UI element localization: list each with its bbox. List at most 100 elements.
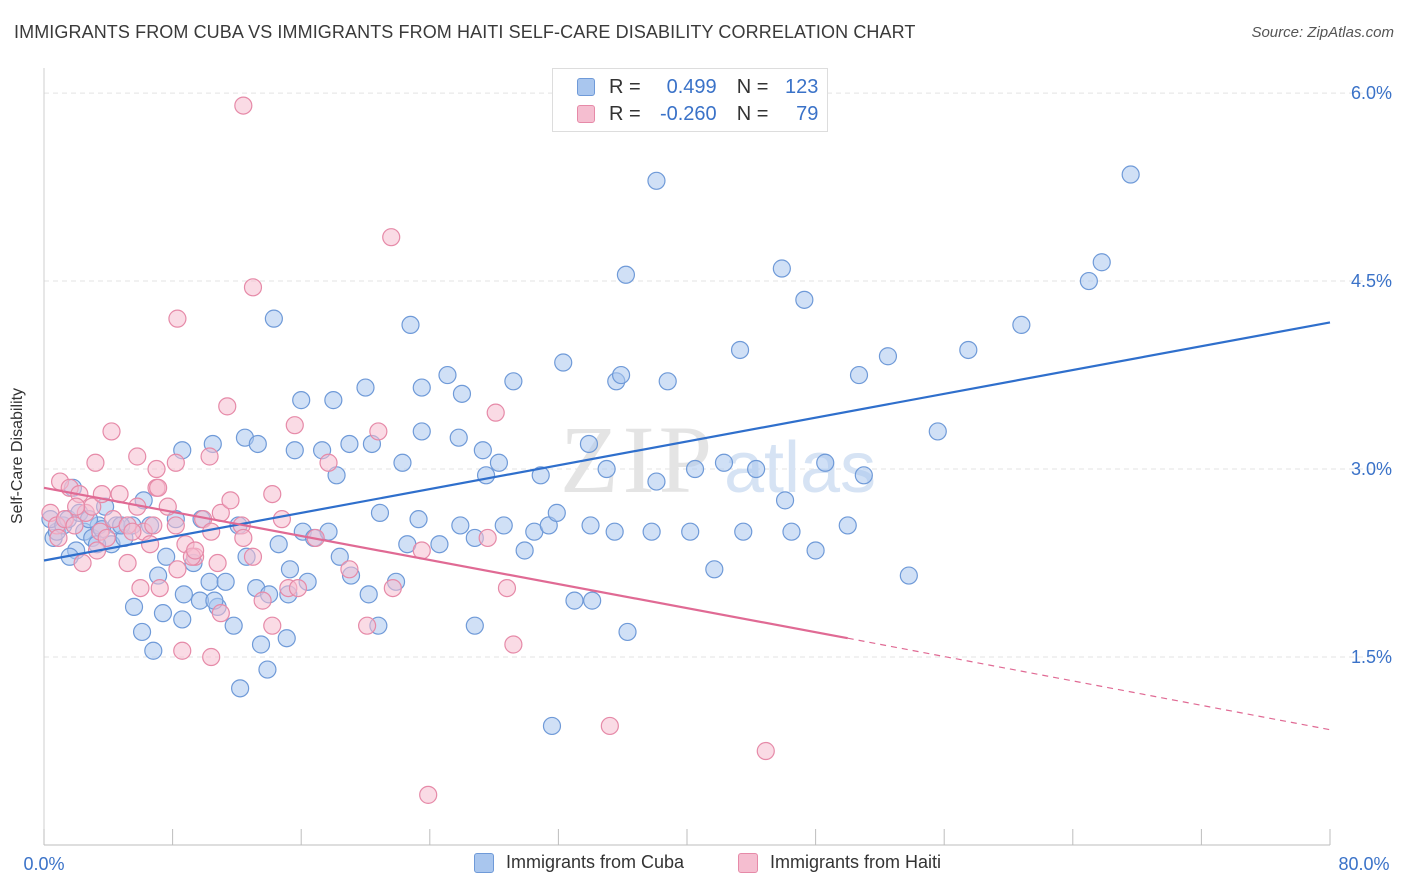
haiti-point: [144, 516, 163, 535]
cuba-point: [409, 510, 428, 529]
cuba-point: [173, 610, 192, 629]
haiti-point: [166, 516, 185, 535]
haiti-point: [147, 459, 166, 479]
haiti-point: [218, 397, 237, 416]
haiti-point: [202, 647, 221, 667]
bottom-legend-swatch-haiti: [738, 852, 758, 873]
cuba-point: [473, 441, 492, 460]
legend-swatch-cuba: [577, 78, 595, 96]
chart-title: IMMIGRANTS FROM CUBA VS IMMIGRANTS FROM …: [14, 22, 916, 42]
cuba-point: [705, 560, 724, 579]
cuba-point: [476, 466, 496, 485]
haiti-point: [340, 560, 359, 579]
haiti-point: [73, 553, 92, 573]
cuba-point: [251, 635, 271, 654]
y-tick-label: 4.5%: [1351, 271, 1392, 291]
cuba-point: [583, 591, 602, 610]
haiti-point: [150, 578, 169, 598]
cuba-point: [775, 491, 795, 510]
cuba-point: [438, 365, 457, 385]
cuba-point: [565, 591, 584, 610]
cuba-point: [144, 641, 163, 660]
cuba-point: [330, 547, 349, 566]
legend-row-haiti: R = -0.260 N = 79: [577, 102, 818, 126]
haiti-point: [67, 497, 86, 516]
x-tick-label: 80.0%: [1338, 854, 1389, 874]
y-tick-label: 3.0%: [1351, 459, 1392, 479]
haiti-point: [131, 578, 150, 598]
cuba-point: [248, 434, 267, 454]
cuba-point: [370, 503, 390, 522]
cuba-point: [494, 516, 513, 535]
chart-source: Source: ZipAtlas.com: [1251, 24, 1394, 41]
cuba-point: [340, 434, 359, 454]
cuba-point: [685, 459, 705, 479]
legend-n-label: N =: [736, 102, 769, 125]
cuba-point: [547, 503, 566, 522]
haiti-point: [211, 604, 230, 623]
cuba-point: [1092, 253, 1111, 272]
cuba-point: [452, 384, 472, 403]
cuba-point: [1079, 271, 1098, 291]
haiti-point: [200, 447, 219, 466]
haiti-point: [149, 478, 168, 497]
tick-labels: 1.5% 3.0% 4.5% 6.0% 0.0% 80.0%: [23, 83, 1392, 874]
legend-r-value-cuba: 0.499: [666, 75, 717, 98]
scatter-points: [41, 96, 1140, 804]
cuba-point: [554, 353, 573, 372]
watermark-atlas: atlas: [724, 428, 876, 508]
haiti-point: [140, 535, 160, 554]
cuba-point: [734, 522, 753, 541]
cuba-point: [849, 365, 869, 385]
cuba-point: [838, 516, 857, 535]
bottom-legend-swatch-cuba: [474, 852, 494, 873]
haiti-trend-line: [43, 486, 848, 640]
haiti-point: [173, 641, 192, 660]
cuba-point: [359, 585, 378, 604]
cuba-point: [1121, 165, 1140, 184]
haiti-point: [600, 716, 619, 736]
haiti-point: [221, 491, 240, 510]
haiti-point: [288, 578, 308, 598]
haiti-point: [285, 416, 304, 435]
haiti-point: [756, 741, 775, 761]
haiti-point: [419, 785, 438, 804]
cuba-point: [465, 616, 484, 635]
y-tick-label: 1.5%: [1351, 647, 1392, 667]
bottom-legend-haiti: Immigrants from Haiti: [738, 852, 941, 873]
cuba-point: [795, 290, 814, 309]
cuba-point: [216, 572, 235, 591]
cuba-point: [174, 585, 193, 604]
cuba-point: [616, 265, 636, 284]
cuba-point: [714, 453, 734, 472]
cuba-point: [449, 428, 468, 447]
haiti-point: [86, 453, 105, 472]
legend-n-value-haiti: 79: [796, 102, 819, 125]
legend-r-label: R =: [609, 102, 641, 125]
haiti-point: [234, 528, 253, 548]
haiti-point: [382, 228, 401, 247]
legend-n-label: N =: [736, 75, 769, 98]
cuba-point: [393, 453, 412, 472]
haiti-point: [166, 453, 185, 472]
cuba-point: [277, 629, 296, 648]
cuba-point: [489, 453, 509, 472]
haiti-point: [319, 453, 338, 472]
cuba-point: [681, 522, 700, 541]
haiti-point: [272, 510, 292, 529]
cuba-point: [124, 597, 144, 616]
bottom-legend-label-haiti: Immigrants from Haiti: [770, 852, 942, 872]
cuba-point: [658, 372, 677, 391]
haiti-trend-extension: [847, 637, 1331, 731]
cuba-point: [531, 466, 550, 485]
cuba-point: [747, 459, 766, 479]
cuba-point: [430, 535, 449, 554]
haiti-point: [486, 403, 505, 422]
watermark-zip: ZIP: [560, 406, 716, 513]
cuba-point: [597, 459, 616, 479]
cuba-point: [280, 560, 300, 579]
legend-r-label: R =: [609, 75, 641, 98]
haiti-point: [253, 591, 272, 610]
cuba-point: [581, 516, 600, 535]
